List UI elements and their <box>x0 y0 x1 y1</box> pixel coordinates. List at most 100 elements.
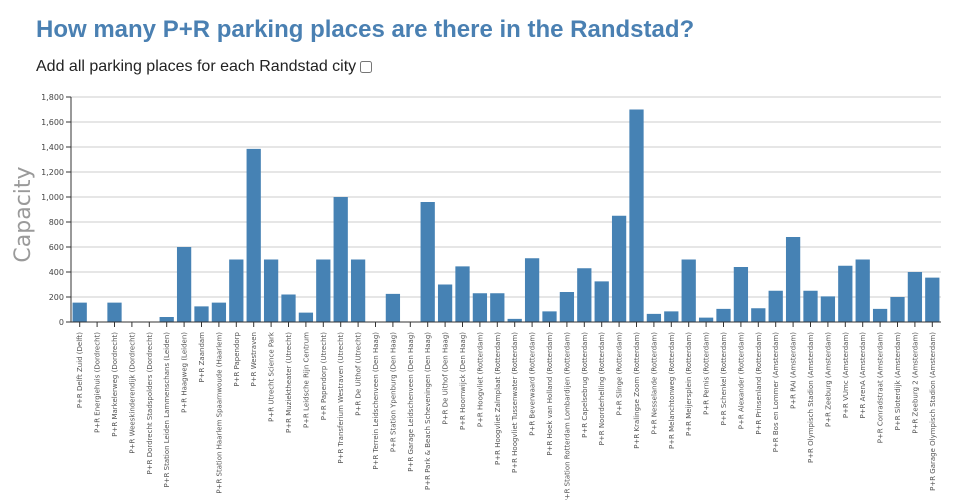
bar[interactable] <box>176 247 192 322</box>
x-tick-label: P+R Sloterdijk (Amsterdam) <box>894 332 902 431</box>
x-tick-label: P+R Prinsenland (Rotterdam) <box>755 332 763 435</box>
x-tick-label: P+R Zeeburg (Amsterdam) <box>824 332 832 427</box>
bar[interactable] <box>559 292 575 322</box>
bar[interactable] <box>385 293 401 322</box>
x-tick-label: P+R Transferium Westraven (Utrecht) <box>337 332 345 464</box>
x-tick-label: P+R Schenkel (Rotterdam) <box>720 332 728 426</box>
x-tick-label: P+R Station Rotterdam Lombardijen (Rotte… <box>563 332 571 500</box>
x-tick-label: P+R Hoornwijck (Den Haag) <box>459 332 467 430</box>
x-tick-label: P+R Zaandam <box>198 332 206 383</box>
bar[interactable] <box>316 259 331 323</box>
bar[interactable] <box>838 265 853 322</box>
x-tick-label: P+R Zeeburg 2 (Amsterdam) <box>911 332 919 434</box>
y-tick-label: 400 <box>49 268 64 277</box>
x-tick-label: P+R Dordrecht Stadspolders (Dordrecht) <box>146 332 154 475</box>
x-tick-label: P+R Papendorp <box>233 331 241 386</box>
bar[interactable] <box>594 281 609 322</box>
y-tick-label: 200 <box>49 293 64 302</box>
bar[interactable] <box>733 267 749 322</box>
x-tick-label: P+R Westraven <box>250 332 258 386</box>
axes <box>70 97 941 323</box>
x-tick-label: P+R Station Ypenburg (Den Haag) <box>389 332 397 452</box>
y-tick-label: 1,200 <box>41 168 64 177</box>
x-tick-label: P+R Bos en Lommer (Amsterdam) <box>772 332 780 453</box>
bar[interactable] <box>542 311 557 322</box>
bar[interactable] <box>872 308 888 322</box>
bar[interactable] <box>298 312 314 322</box>
bar[interactable] <box>855 259 870 323</box>
bar[interactable] <box>472 293 488 322</box>
x-tick-label: P+R Kralingse Zoom (Rotterdam) <box>633 332 641 449</box>
bar[interactable] <box>333 197 348 322</box>
x-tick-label: P+R Capelsebrug (Rotterdam) <box>581 332 589 438</box>
bar[interactable] <box>490 293 505 322</box>
capacity-bar-chart: 0 200 400 600 800 1,000 1,200 1,400 1,600 1,800 P… <box>11 93 941 500</box>
bar[interactable] <box>350 259 366 323</box>
bar[interactable] <box>716 308 731 322</box>
y-tick-label: 1,000 <box>41 193 64 202</box>
bar[interactable] <box>420 202 435 322</box>
x-tick-label: P+R Alexander (Rotterdam) <box>737 332 745 429</box>
x-tick-label: P+R Hoogvliet (Rotterdam) <box>476 332 484 427</box>
bar[interactable] <box>507 318 522 322</box>
x-tick-label: P+R Conradstraat (Amsterdam) <box>877 332 885 444</box>
bar[interactable] <box>751 308 766 322</box>
x-tick-label: P+R Hoogvliet Tussenwater (Rotterdam) <box>511 332 519 473</box>
bar[interactable] <box>455 266 470 322</box>
add-all-toggle-row: Add all parking places for each Randstad… <box>36 58 373 76</box>
x-tick-label: P+R Papendorp (Utrecht) <box>320 332 328 420</box>
bar[interactable] <box>803 290 818 322</box>
bar[interactable] <box>524 258 540 322</box>
bar[interactable] <box>437 284 453 323</box>
bar[interactable] <box>629 109 644 323</box>
x-tick-label: P+R Slinge (Rotterdam) <box>616 332 624 416</box>
bars <box>72 109 940 323</box>
x-tick-label: P+R Terrein Leidschenveen (Den Haag) <box>372 332 380 470</box>
y-axis-title: Capacity <box>11 166 36 262</box>
x-tick-label: P+R De Uithof (Den Haag) <box>442 332 450 425</box>
bar[interactable] <box>72 302 87 322</box>
bar[interactable] <box>281 294 296 323</box>
x-tick-label: P+R Olympisch Stadion (Amsterdam) <box>807 332 815 463</box>
bar[interactable] <box>698 317 714 322</box>
bar[interactable] <box>681 259 696 323</box>
x-tick-label: P+R Muziektheater (Utrecht) <box>285 332 293 433</box>
bar[interactable] <box>890 297 905 322</box>
bar[interactable] <box>263 259 279 323</box>
x-tick-label: P+R Haagweg (Leiden) <box>181 332 189 413</box>
x-tick-label: P+R Utrecht Science Park <box>268 331 276 422</box>
bar[interactable] <box>768 290 783 322</box>
bar[interactable] <box>646 313 662 322</box>
x-tick-label: P+R Melanchtonweg (Rotterdam) <box>668 332 676 449</box>
bar[interactable] <box>907 272 923 322</box>
add-all-checkbox[interactable] <box>360 61 373 73</box>
x-tick-label: P+R De Uithof (Utrecht) <box>355 332 363 416</box>
y-tick-label: 0 <box>59 318 64 327</box>
y-tick-label: 1,800 <box>41 93 64 102</box>
bar[interactable] <box>925 277 940 322</box>
bar[interactable] <box>107 302 122 322</box>
bar[interactable] <box>159 317 174 322</box>
x-tick-label: P+R Meijersplein (Rotterdam) <box>685 332 693 436</box>
bar[interactable] <box>820 296 836 322</box>
x-tick-label: P+R Garage Leidschenveen (Den Haag) <box>407 332 415 472</box>
bar[interactable] <box>577 268 592 322</box>
bar[interactable] <box>211 302 227 322</box>
x-tick-label: P+R Beverwaard (Rotterdam) <box>529 332 537 436</box>
x-tick-label: P+R Hoogvliet Zalmplaat (Rotterdam) <box>494 332 502 465</box>
y-ticks: 0 200 400 600 800 1,000 1,200 1,400 1,600 1,800 <box>41 93 71 327</box>
page-title: How many P+R parking places are there in… <box>36 16 695 43</box>
x-tick-label: P+R Nesselande (Rotterdam) <box>650 332 658 435</box>
x-tick-label: P+R Hoek van Holland (Rotterdam) <box>546 332 554 456</box>
bar[interactable] <box>194 306 209 322</box>
bar[interactable] <box>664 311 679 322</box>
y-tick-label: 1,600 <box>41 118 64 127</box>
bar[interactable] <box>785 237 801 322</box>
x-tick-label: P+R Markelerweg (Dordrecht) <box>111 332 119 437</box>
bar[interactable] <box>611 215 627 322</box>
y-tick-label: 1,400 <box>41 143 64 152</box>
y-tick-label: 600 <box>49 243 64 252</box>
bar[interactable] <box>246 148 261 322</box>
x-tick-label: P+R Station Leiden Lammenschans (Leiden) <box>163 332 171 488</box>
bar[interactable] <box>229 259 244 323</box>
